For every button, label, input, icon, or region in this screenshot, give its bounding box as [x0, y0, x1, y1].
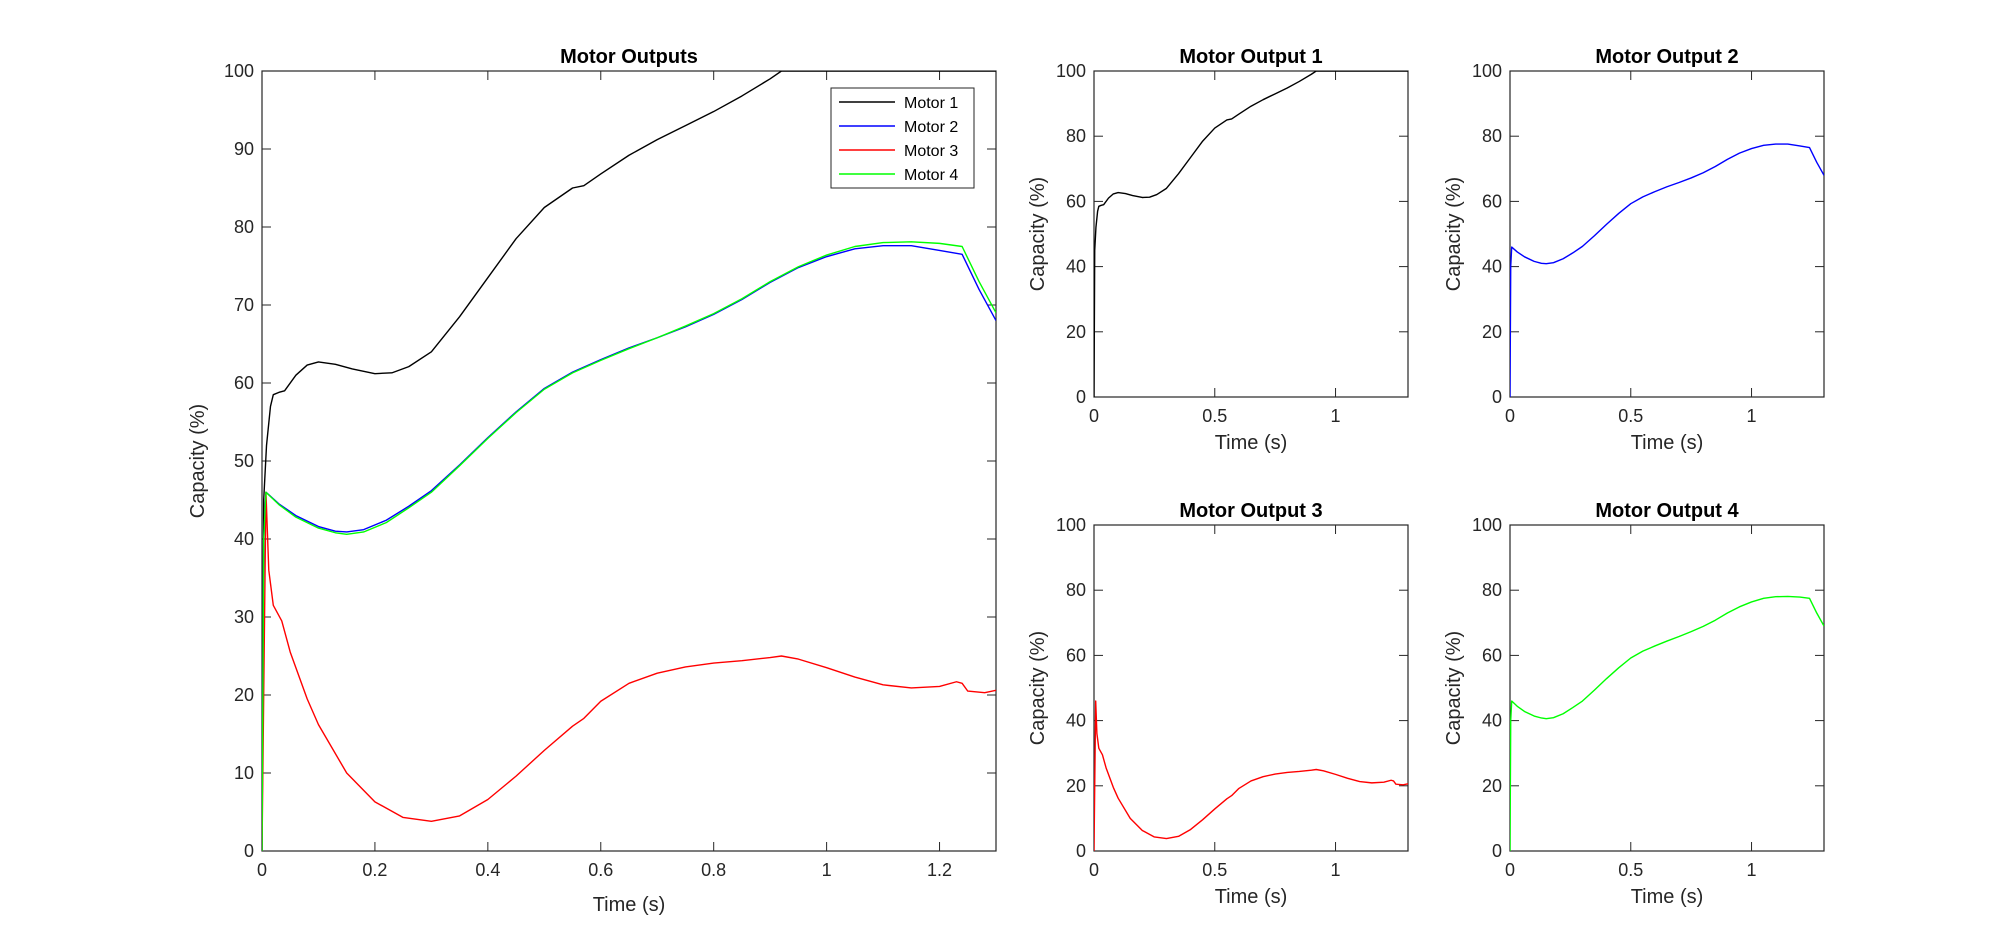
y-tick-label: 40	[1482, 257, 1502, 277]
y-tick-label: 40	[234, 529, 254, 549]
y-tick-label: 10	[234, 763, 254, 783]
axes-box	[1509, 70, 1825, 398]
legend-entry: Motor 3	[904, 143, 958, 160]
series-line-motor-4	[1510, 595, 1824, 851]
series-line-motor-3	[1094, 700, 1408, 851]
y-tick-label: 20	[1066, 322, 1086, 342]
y-tick-label: 100	[1056, 61, 1086, 81]
axes-2: 0 0.5 1 0 20 40 60 80 100 Motor Output 1 Time (s) C…	[1027, 46, 1409, 454]
series-line-motor-3	[262, 491, 996, 851]
y-tick-label: 0	[1076, 841, 1086, 861]
y-tick-label: 30	[234, 607, 254, 627]
chart-title: Motor Output 2	[1595, 46, 1738, 68]
axes-5: 0 0.5 1 0 20 40 60 80 100 Motor Output 4 Time (s) C…	[1443, 500, 1825, 908]
y-tick-label: 50	[234, 451, 254, 471]
y-axis-label: Capacity (%)	[187, 404, 209, 518]
chart-title: Motor Output 4	[1595, 500, 1739, 522]
axes-box	[1509, 524, 1825, 852]
legend: Motor 1 Motor 2 Motor 3 Motor 4	[830, 87, 975, 189]
x-axis-label: Time (s)	[1631, 886, 1704, 908]
y-axis-label: Capacity (%)	[1027, 631, 1049, 745]
legend-box	[830, 87, 975, 189]
axes-4: 0 0.5 1 0 20 40 60 80 100 Motor Output 3 Time (s) C…	[1027, 500, 1409, 908]
x-tick-label: 1	[822, 860, 832, 880]
y-tick-label: 80	[1482, 580, 1502, 600]
x-tick-label: 0.8	[701, 860, 726, 880]
x-tick-label: 0.4	[475, 860, 500, 880]
y-tick-label: 0	[1492, 387, 1502, 407]
axes-box	[1093, 70, 1409, 398]
y-axis-label: Capacity (%)	[1027, 177, 1049, 291]
series-line-motor-1	[262, 71, 996, 851]
y-tick-label: 20	[1482, 322, 1502, 342]
chart-title: Motor Output 3	[1179, 500, 1322, 522]
y-tick-label: 0	[1492, 841, 1502, 861]
y-tick-label: 60	[1482, 191, 1502, 211]
x-tick-label: 0	[1089, 860, 1099, 880]
legend-entry: Motor 1	[904, 95, 958, 112]
series-line-motor-2	[1510, 143, 1824, 397]
y-tick-label: 0	[244, 841, 254, 861]
y-tick-label: 60	[234, 373, 254, 393]
y-tick-label: 40	[1066, 257, 1086, 277]
x-tick-label: 0.5	[1202, 406, 1227, 426]
y-tick-label: 100	[1056, 515, 1086, 535]
chart-title: Motor Outputs	[560, 46, 698, 68]
x-axis-label: Time (s)	[1631, 432, 1704, 454]
x-axis-label: Time (s)	[593, 894, 666, 916]
axes-box	[1093, 524, 1409, 852]
x-tick-label: 0	[1089, 406, 1099, 426]
x-axis-label: Time (s)	[1215, 432, 1288, 454]
y-tick-label: 100	[1472, 515, 1502, 535]
y-tick-label: 40	[1066, 711, 1086, 731]
y-tick-label: 70	[234, 295, 254, 315]
axes-3: 0 0.5 1 0 20 40 60 80 100 Motor Output 2 Time (s) C…	[1443, 46, 1825, 454]
series-line-motor-1	[1094, 71, 1408, 397]
x-tick-label: 0	[1505, 860, 1515, 880]
legend-entry: Motor 2	[904, 119, 958, 136]
x-tick-label: 0.5	[1618, 860, 1643, 880]
x-tick-label: 0.5	[1202, 860, 1227, 880]
y-tick-label: 80	[234, 217, 254, 237]
legend-entry: Motor 4	[904, 167, 958, 184]
y-tick-label: 40	[1482, 711, 1502, 731]
x-tick-label: 1	[1747, 406, 1757, 426]
series-line-motor-2	[262, 245, 996, 851]
y-tick-label: 20	[1482, 776, 1502, 796]
y-tick-label: 90	[234, 139, 254, 159]
y-tick-label: 60	[1066, 191, 1086, 211]
x-tick-label: 1	[1331, 860, 1341, 880]
y-tick-label: 0	[1076, 387, 1086, 407]
y-tick-label: 100	[224, 61, 254, 81]
y-axis-label: Capacity (%)	[1443, 631, 1465, 745]
y-tick-label: 100	[1472, 61, 1502, 81]
chart-title: Motor Output 1	[1179, 46, 1322, 68]
series-line-motor-4	[262, 241, 996, 851]
y-tick-label: 20	[234, 685, 254, 705]
x-tick-label: 0.6	[588, 860, 613, 880]
y-tick-label: 20	[1066, 776, 1086, 796]
x-tick-label: 1	[1331, 406, 1341, 426]
x-tick-label: 1.2	[927, 860, 952, 880]
x-tick-label: 0	[1505, 406, 1515, 426]
x-tick-label: 0.2	[362, 860, 387, 880]
y-axis-label: Capacity (%)	[1443, 177, 1465, 291]
x-tick-label: 0.5	[1618, 406, 1643, 426]
axes-1: 0 0.2 0.4 0.6 0.8 1 1.2 0 10 20 30 40 50 60 70 80 90 100 M…	[187, 46, 997, 916]
y-tick-label: 80	[1066, 126, 1086, 146]
x-tick-label: 0	[257, 860, 267, 880]
x-axis-label: Time (s)	[1215, 886, 1288, 908]
x-tick-label: 1	[1747, 860, 1757, 880]
y-tick-label: 80	[1482, 126, 1502, 146]
y-tick-label: 60	[1482, 645, 1502, 665]
y-tick-label: 80	[1066, 580, 1086, 600]
y-tick-label: 60	[1066, 645, 1086, 665]
